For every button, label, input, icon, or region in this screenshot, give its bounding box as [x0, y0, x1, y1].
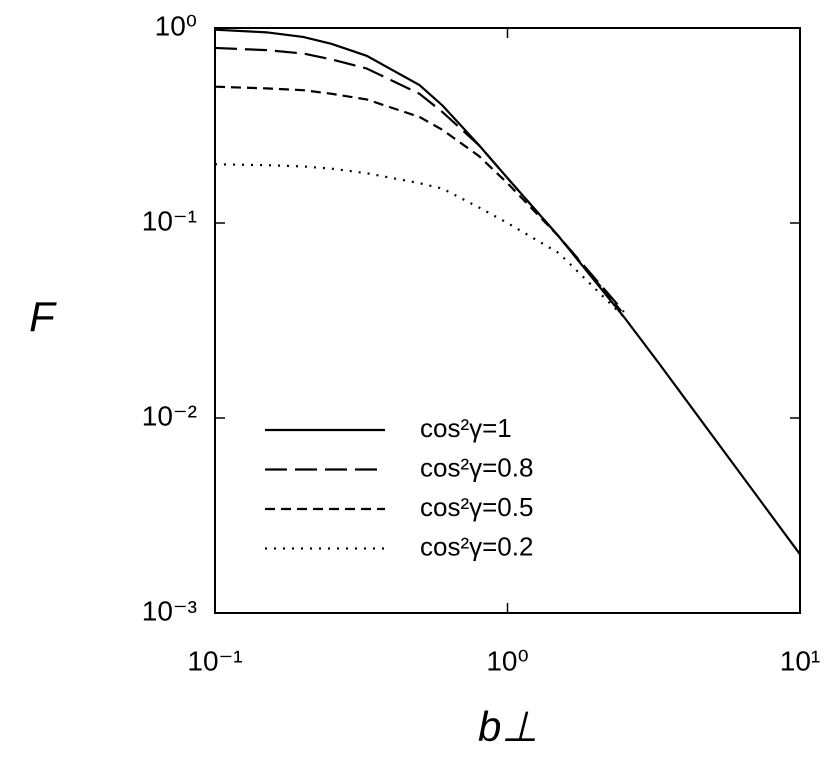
series-line	[214, 85, 625, 316]
x-tick-label: 10⁰	[486, 645, 528, 676]
x-axis-label: b⊥	[478, 703, 538, 750]
plot-frame	[214, 27, 801, 614]
legend-label: cos²γ=0.2	[420, 531, 533, 561]
x-tick-label: 10¹	[780, 645, 820, 676]
legend-label: cos²γ=0.8	[420, 452, 533, 482]
legend-label: cos²γ=1	[420, 413, 512, 443]
y-tick-label: 10⁻¹	[142, 205, 197, 236]
y-tick-label: 10⁰	[155, 10, 197, 41]
series-line	[214, 46, 625, 313]
legend-label: cos²γ=0.5	[420, 492, 533, 522]
y-axis-label: F	[29, 293, 57, 340]
y-tick-label: 10⁻²	[142, 400, 197, 431]
y-tick-label: 10⁻³	[142, 595, 197, 626]
x-tick-label: 10⁻¹	[187, 645, 242, 676]
series-line	[214, 28, 801, 555]
